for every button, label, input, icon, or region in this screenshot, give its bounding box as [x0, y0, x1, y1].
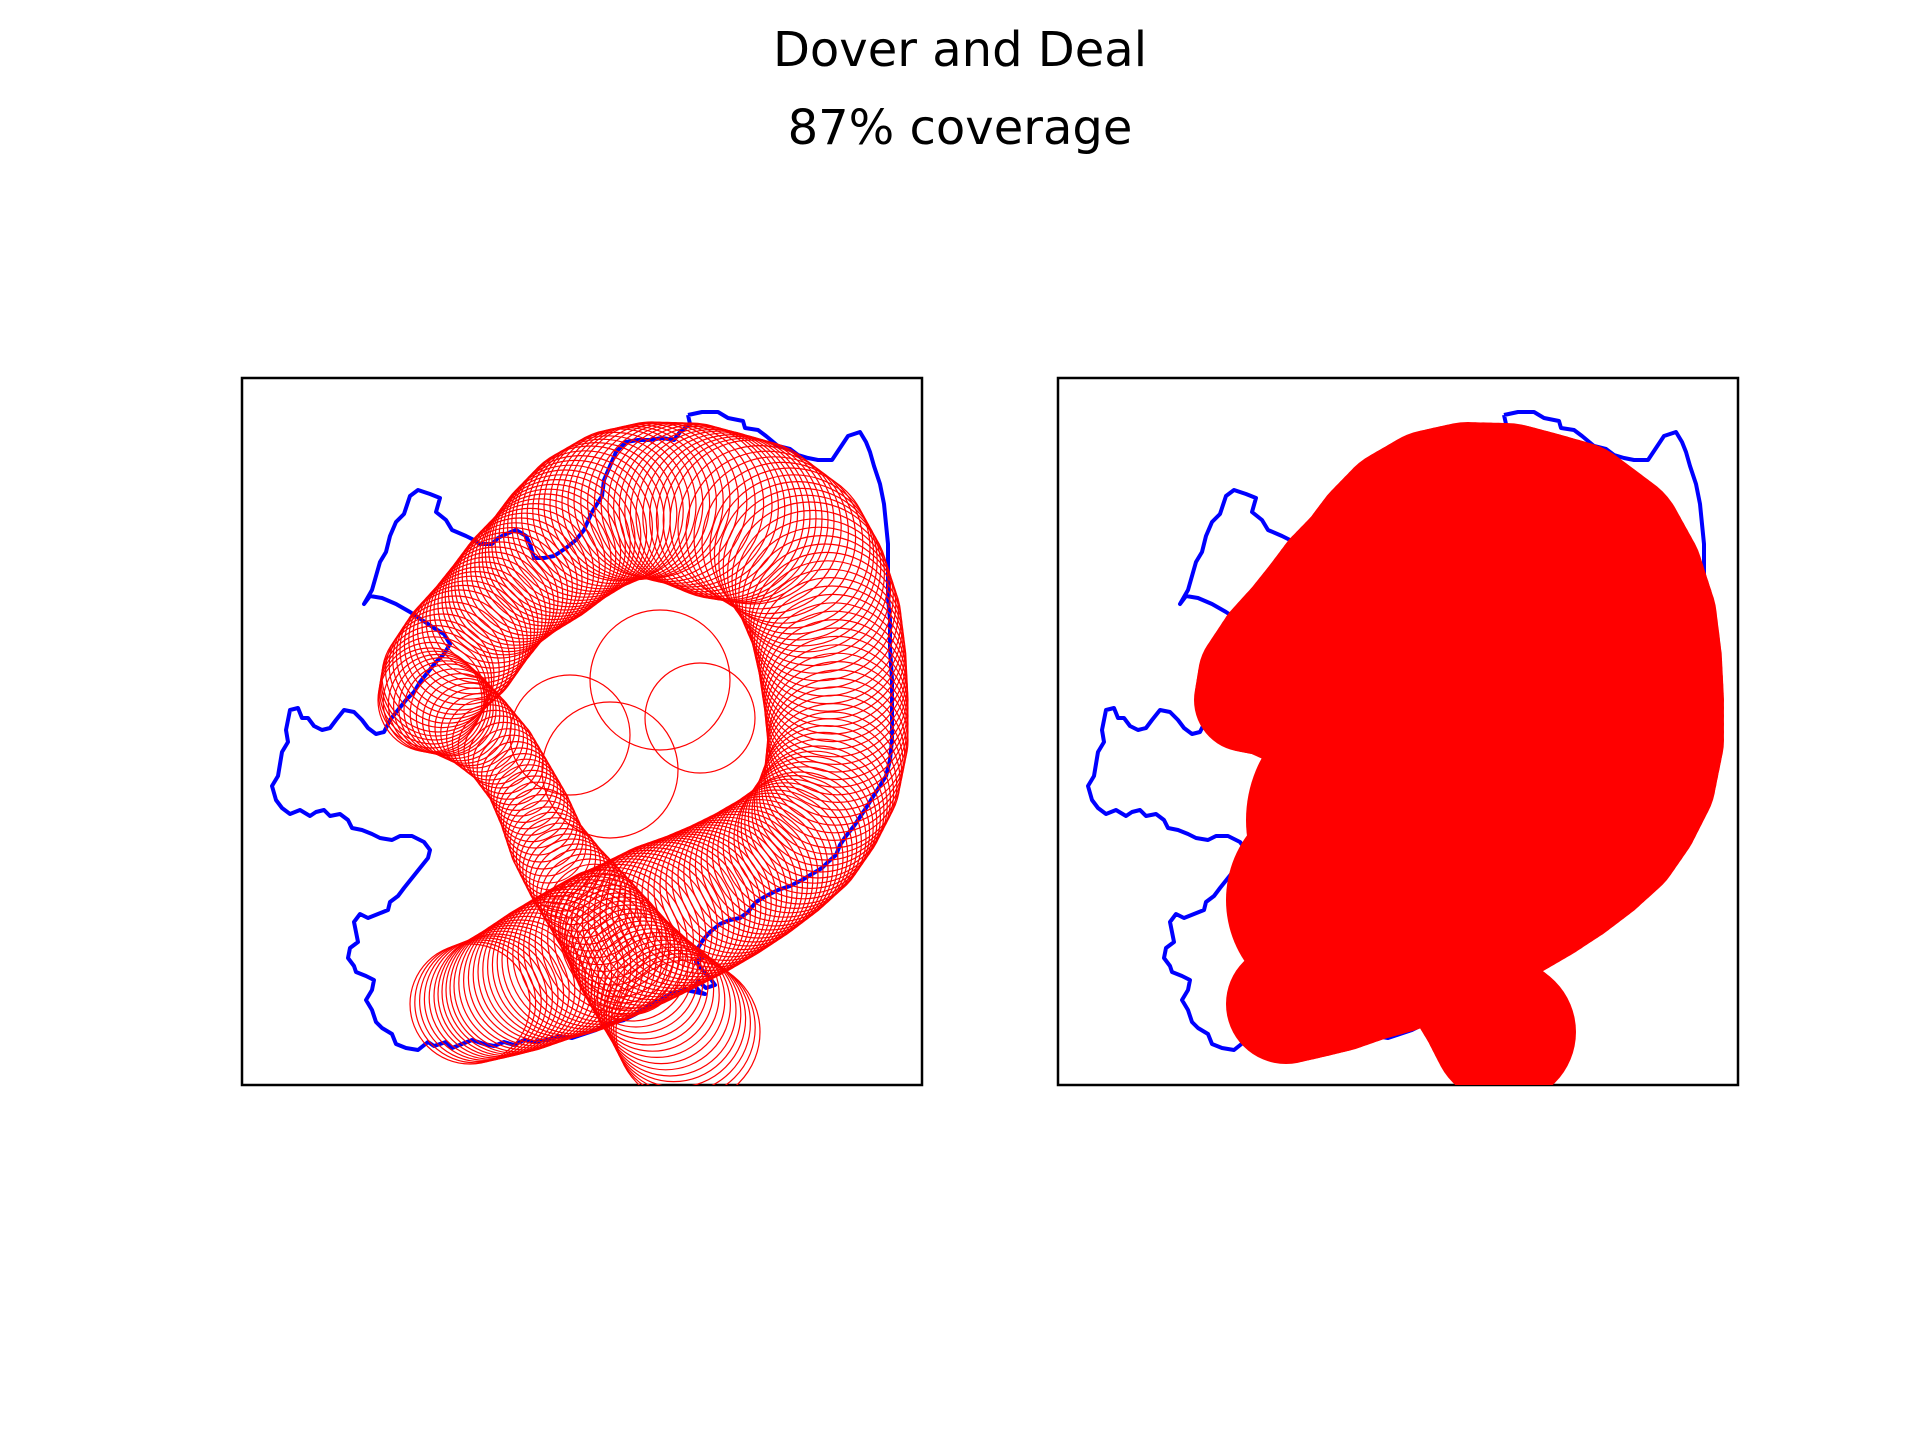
coverage-circle	[504, 793, 581, 870]
coverage-circle	[378, 641, 486, 749]
coverage-circle	[423, 937, 548, 1062]
coverage-circle	[403, 663, 497, 757]
coverage-circle	[709, 467, 871, 629]
coverage-circle	[718, 480, 878, 641]
coverage-circle	[488, 752, 559, 823]
coverage-circle	[526, 438, 678, 590]
coverage-circle	[618, 425, 786, 593]
coverage-circle	[379, 630, 490, 741]
coverage-circle	[484, 483, 622, 621]
coverage-circle	[476, 734, 548, 806]
coverage-circles-filled	[1194, 422, 1725, 1085]
coverage-circle	[422, 677, 509, 764]
coverage-circle	[581, 844, 736, 998]
coverage-circle	[753, 738, 888, 873]
coverage-circle	[540, 863, 695, 1018]
coverage-circle	[421, 566, 539, 684]
left-map-panel	[240, 376, 924, 1087]
coverage-circle	[747, 750, 882, 884]
coverage-circle	[555, 425, 711, 581]
coverage-circle	[589, 609, 731, 751]
coverage-circle	[549, 427, 704, 582]
coverage-circle	[515, 445, 665, 595]
coverage-circle	[409, 943, 531, 1065]
coverage-circle	[428, 935, 553, 1060]
coverage-circle	[385, 613, 500, 729]
coverage-circle	[617, 831, 767, 981]
coverage-circle	[717, 782, 853, 918]
coverage-circle	[677, 445, 842, 610]
coverage-circle	[611, 833, 762, 984]
district-boundary-left	[270, 410, 894, 1052]
coverage-circle	[511, 450, 659, 598]
coverage-circle	[498, 464, 642, 608]
figure-subtitle: 87% coverage	[787, 100, 1133, 156]
coverage-circle	[502, 459, 648, 605]
figure-title: Dover and Deal	[772, 22, 1148, 78]
coverage-circle	[700, 792, 839, 931]
coverage-circle	[379, 636, 488, 745]
coverage-circle	[509, 674, 631, 796]
coverage-circle	[507, 800, 584, 877]
coverage-circle	[441, 927, 570, 1057]
coverage-circle	[693, 456, 857, 619]
coverage-circle	[713, 474, 875, 635]
coverage-circle	[465, 507, 595, 637]
right-map-panel	[1056, 376, 1740, 1087]
coverage-circle	[644, 662, 756, 774]
coverage-circle	[488, 479, 627, 618]
coverage-circle	[744, 755, 878, 890]
coverage-circle	[467, 721, 541, 795]
coverage-circle	[509, 806, 587, 884]
coverage-circle	[393, 656, 492, 755]
coverage-circle	[736, 766, 871, 900]
coverage-circle	[597, 935, 726, 1065]
coverage-circle	[485, 747, 555, 817]
coverage-circle	[613, 956, 756, 1085]
coverage-circle	[711, 785, 849, 923]
coverage-circle	[461, 512, 589, 640]
coverage-circle	[445, 924, 576, 1055]
coverage-circle	[417, 570, 536, 689]
coverage-circle	[425, 561, 543, 679]
coverage-circle	[415, 673, 505, 762]
coverage-circle	[653, 816, 798, 962]
coverage-circle	[758, 724, 895, 861]
coverage-circle-filled	[1436, 620, 1716, 900]
coverage-circle	[472, 728, 544, 800]
coverage-circle	[722, 778, 858, 914]
coverage-circle	[474, 498, 606, 630]
coverage-circle	[576, 846, 730, 1001]
coverage-circle	[605, 835, 757, 987]
coverage-circles-outline	[377, 421, 909, 1085]
coverage-circle	[529, 838, 616, 926]
coverage-circle	[599, 837, 751, 989]
coverage-circle	[722, 487, 882, 647]
coverage-circle	[414, 941, 537, 1064]
coverage-circle	[377, 647, 483, 753]
coverage-circle	[392, 601, 511, 720]
coverage-circle	[408, 580, 528, 700]
coverage-circle	[534, 866, 688, 1020]
coverage-circle	[517, 875, 670, 1028]
coverage-circle	[607, 422, 773, 588]
coverage-circle	[647, 819, 793, 965]
coverage-circle	[457, 517, 583, 643]
coverage-circle	[419, 939, 542, 1063]
coverage-circle	[669, 439, 835, 605]
coverage-circle	[502, 787, 578, 863]
coverage-circle	[541, 701, 679, 839]
coverage-circle	[706, 789, 844, 927]
coverage-circle	[481, 488, 617, 624]
coverage-circle	[507, 455, 654, 602]
coverage-circle	[409, 668, 501, 759]
coverage-circle	[381, 619, 495, 733]
coverage-circle	[463, 912, 600, 1049]
coverage-circle	[387, 653, 489, 755]
